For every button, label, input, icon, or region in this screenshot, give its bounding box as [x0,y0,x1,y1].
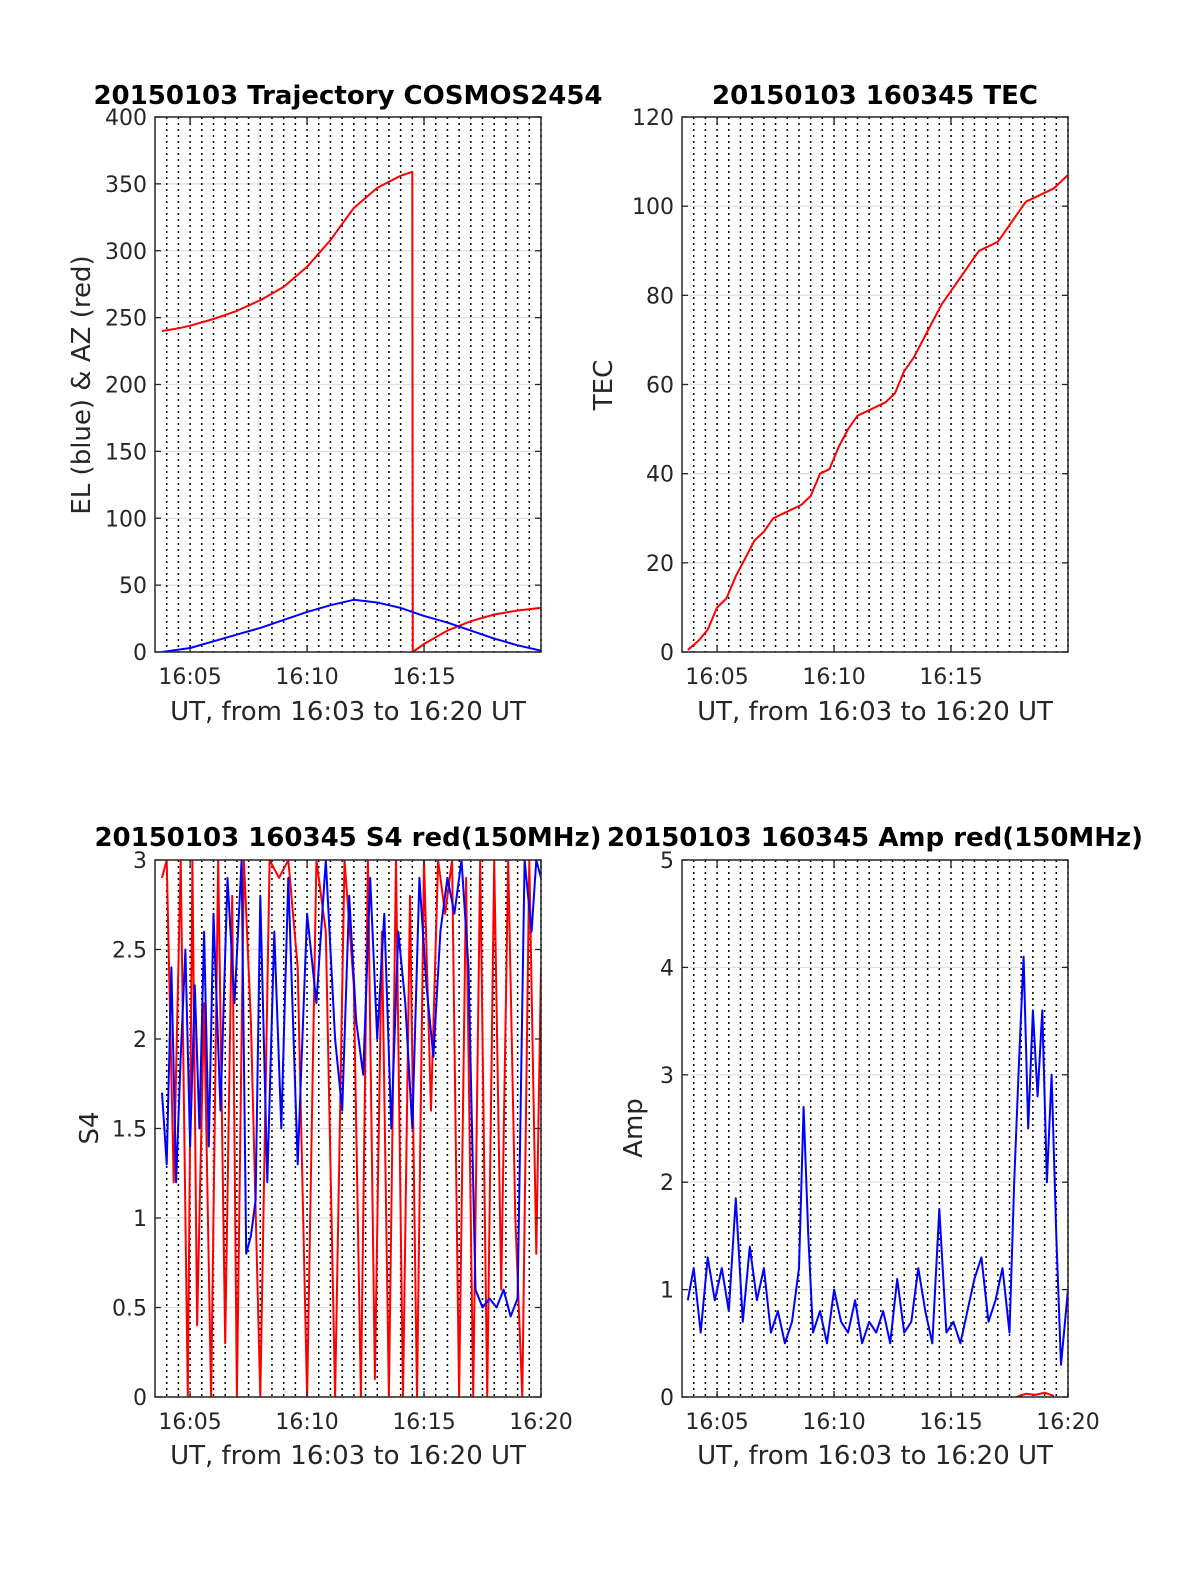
series-line-1 [161,860,541,1318]
y-tick-label: 250 [105,307,147,332]
x-tick-label: 16:10 [802,665,865,690]
y-tick-label: 0 [660,641,674,666]
y-axis-label: S4 [75,1111,105,1144]
series-line-1 [1016,1391,1055,1397]
x-tick-label: 16:15 [392,1410,455,1435]
y-tick-label: 2 [660,1171,674,1196]
y-tick-label: 1 [133,1207,147,1232]
plot-area [682,860,1068,1397]
y-tick-label: 100 [632,195,674,220]
x-tick-label: 16:20 [509,1410,572,1435]
x-tick-label: 16:05 [685,665,748,690]
y-tick-label: 3 [133,849,147,874]
y-tick-label: 200 [105,374,147,399]
x-tick-label: 16:10 [802,1410,865,1435]
chart-trajectory: 20150103 Trajectory COSMOS2454 UT, from … [67,81,603,727]
y-tick-label: 3 [660,1064,674,1089]
y-tick-label: 0 [133,1386,147,1411]
y-tick-label: 120 [632,106,674,131]
y-tick-label: 1.5 [112,1118,147,1143]
chart-title: 20150103 160345 S4 red(150MHz) [94,823,601,853]
y-tick-label: 2 [133,1028,147,1053]
x-axis-label: UT, from 16:03 to 16:20 UT [170,697,526,727]
x-tick-label: 16:15 [919,1410,982,1435]
chart-amp: 20150103 160345 Amp red(150MHz) UT, from… [607,823,1143,1471]
x-tick-label: 16:15 [919,665,982,690]
x-tick-label: 16:05 [158,1410,221,1435]
chart-title: 20150103 160345 TEC [712,81,1038,111]
y-axis-label: Amp [619,1098,649,1158]
y-tick-label: 4 [660,956,674,981]
y-tick-label: 40 [646,463,674,488]
x-tick-label: 16:15 [392,665,455,690]
series-line-1 [161,598,541,652]
x-tick-label: 16:10 [275,665,338,690]
x-axis-label: UT, from 16:03 to 16:20 UT [697,697,1053,727]
x-axis-label: UT, from 16:03 to 16:20 UT [170,1441,526,1471]
y-tick-label: 150 [105,440,147,465]
x-tick-label: 16:05 [685,1410,748,1435]
chart-title: 20150103 Trajectory COSMOS2454 [93,81,602,111]
y-tick-label: 1 [660,1279,674,1304]
chart-title: 20150103 160345 Amp red(150MHz) [607,823,1143,853]
y-tick-label: 100 [105,507,147,532]
series-line-0 [161,170,541,652]
y-tick-label: 350 [105,173,147,198]
axes-box [681,859,1069,1398]
y-tick-label: 0.5 [112,1297,147,1322]
y-axis-label: EL (blue) & AZ (red) [67,255,97,514]
series-line-0 [687,174,1068,651]
y-tick-label: 5 [660,849,674,874]
y-tick-label: 60 [646,374,674,399]
y-tick-label: 300 [105,240,147,265]
y-tick-label: 0 [133,641,147,666]
series-line-0 [686,955,1068,1366]
series-line-0 [161,860,541,1397]
y-tick-label: 50 [119,574,147,599]
x-axis-label: UT, from 16:03 to 16:20 UT [697,1441,1053,1471]
y-tick-label: 80 [646,284,674,309]
y-axis-label: TEC [589,360,619,411]
y-tick-label: 0 [660,1386,674,1411]
y-tick-label: 20 [646,552,674,577]
x-tick-label: 16:10 [275,1410,338,1435]
y-tick-label: 2.5 [112,939,147,964]
y-tick-label: 400 [105,106,147,131]
x-tick-label: 16:05 [158,665,221,690]
x-tick-label: 16:20 [1036,1410,1099,1435]
chart-tec: 20150103 160345 TEC UT, from 16:03 to 16… [589,81,1069,727]
chart-s4: 20150103 160345 S4 red(150MHz) UT, from … [75,823,602,1471]
